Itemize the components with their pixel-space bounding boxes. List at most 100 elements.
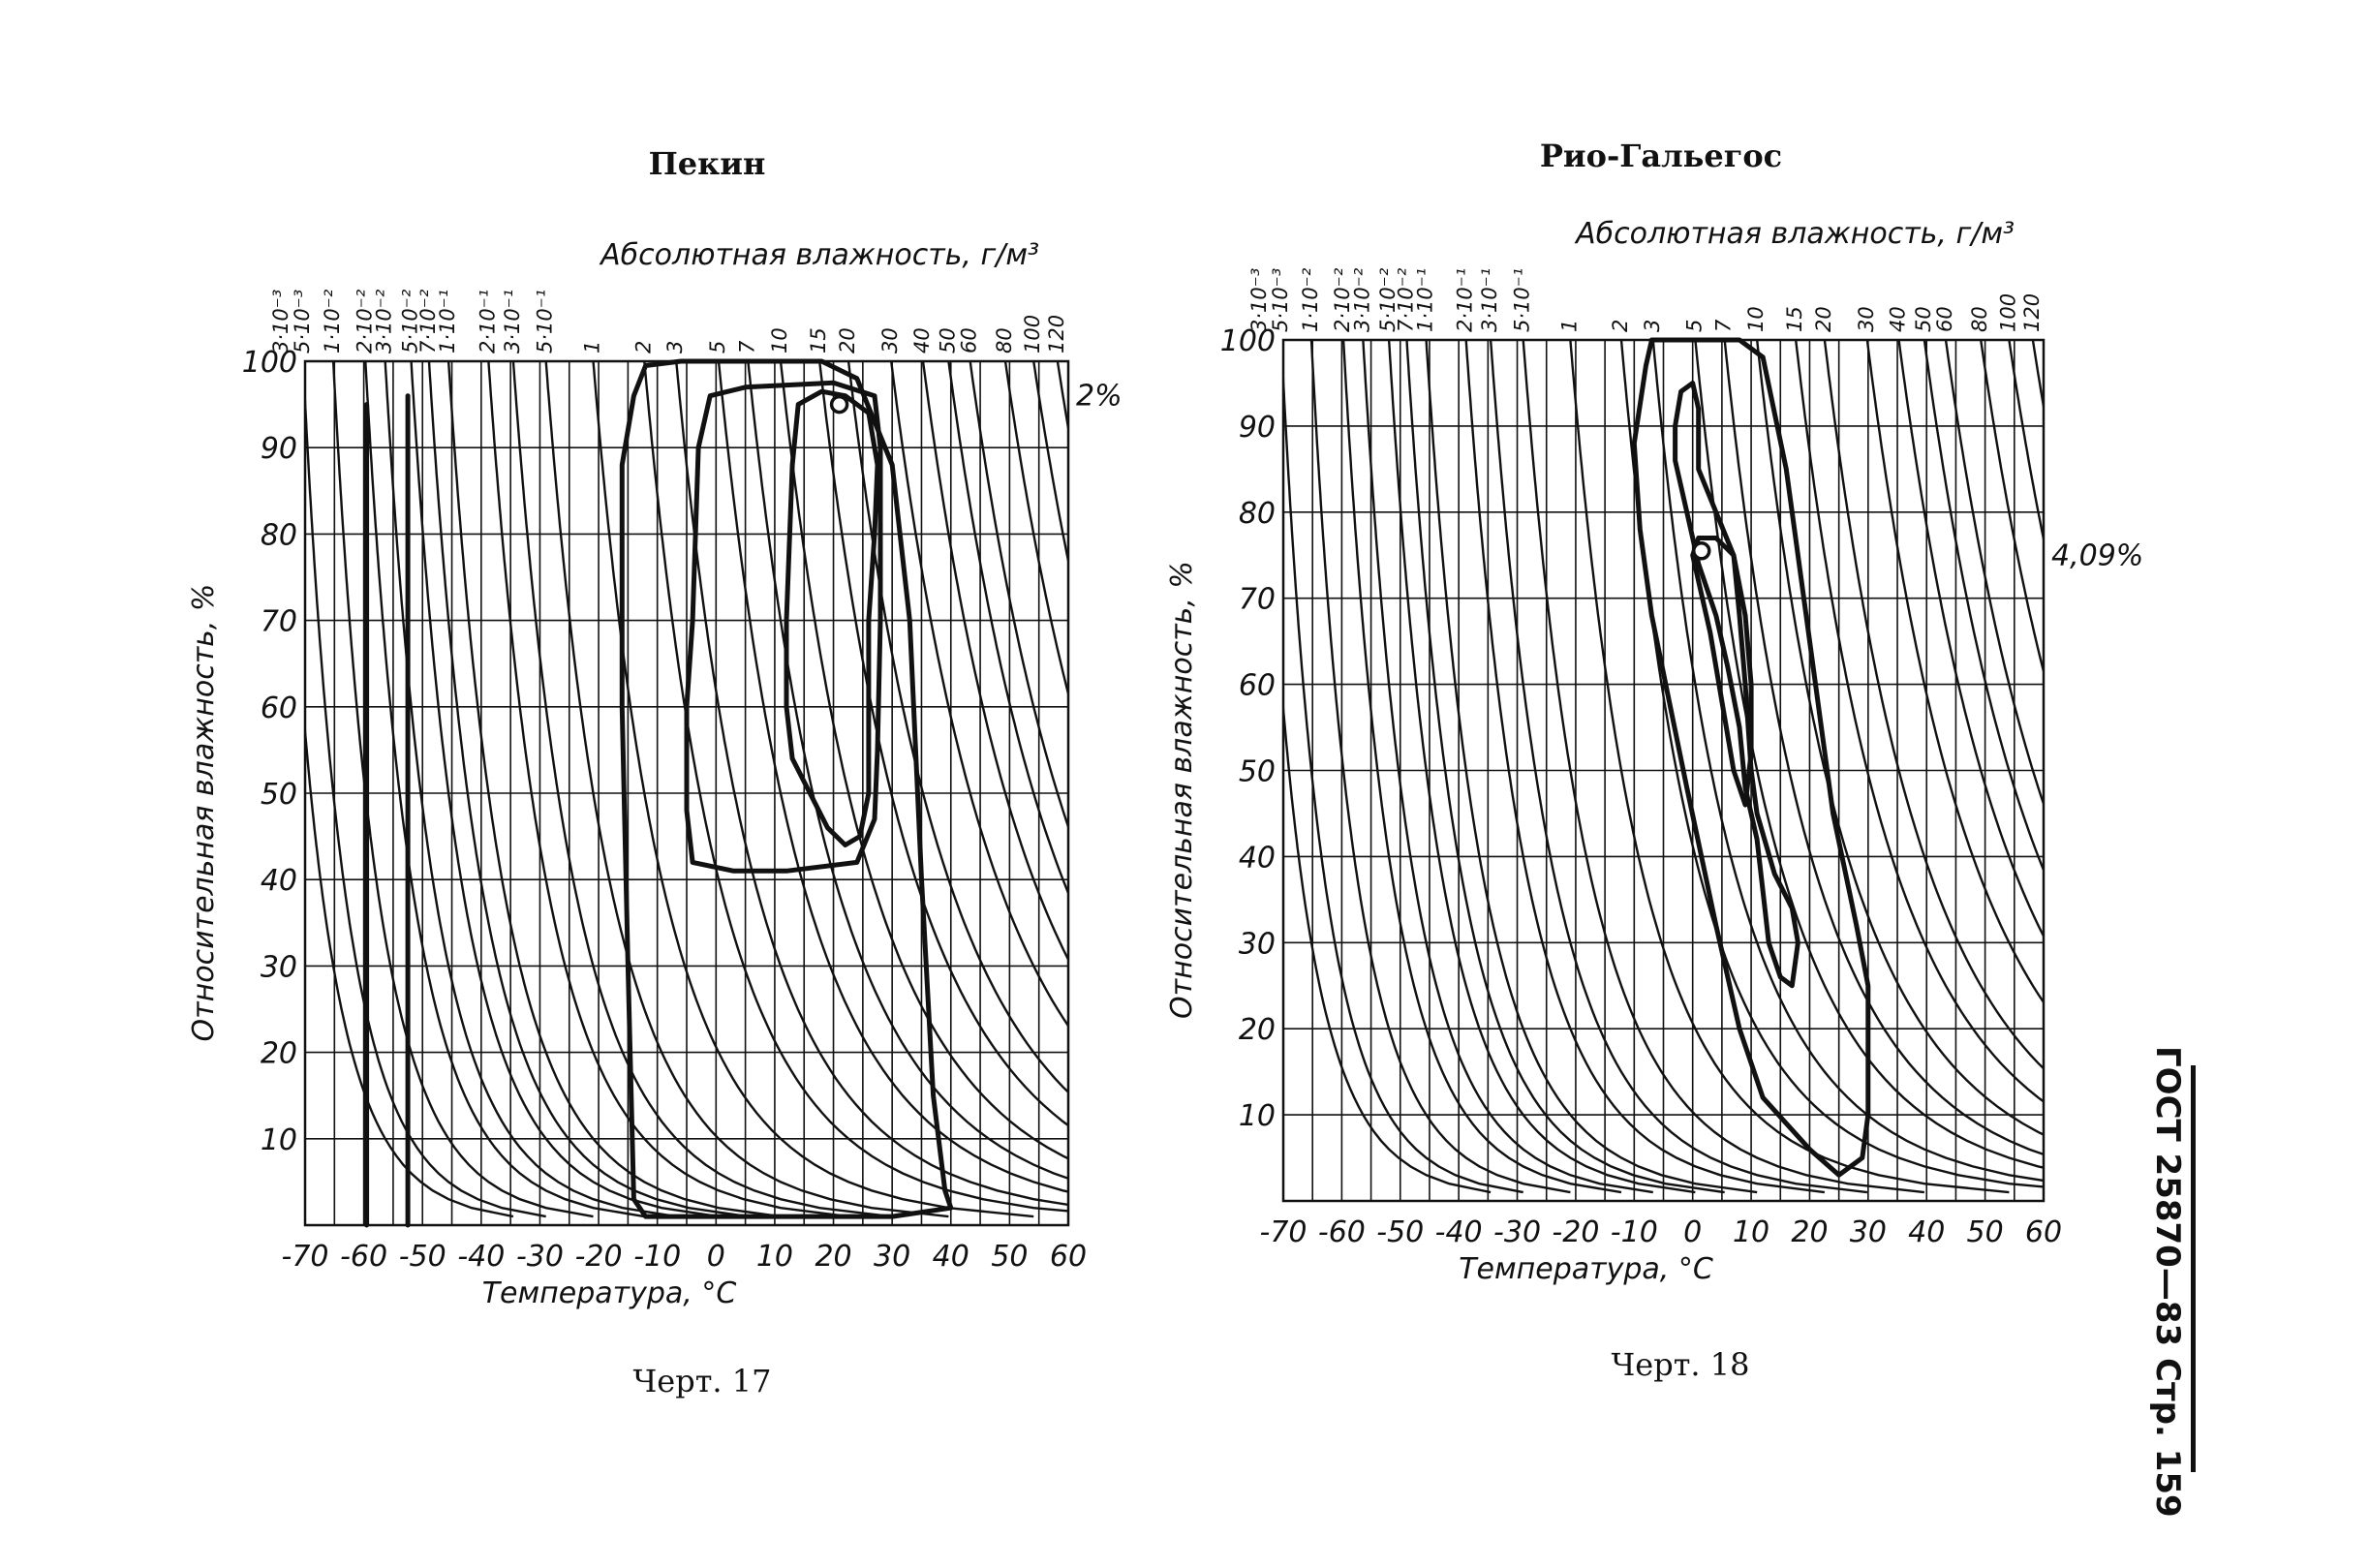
abs-humidity-label: 5·10⁻³: [291, 290, 314, 354]
x-tick-label: -20: [575, 1240, 623, 1274]
abs-humidity-curve: [1283, 694, 1492, 1194]
x-tick-label: 60: [2025, 1215, 2062, 1249]
y-tick-label: 60: [261, 692, 297, 725]
abs-humidity-curve: [384, 361, 677, 1218]
abs-humidity-label: 5: [1682, 320, 1706, 332]
abs-humidity-label: 20: [1812, 306, 1835, 332]
abs-humidity-label: 7: [735, 340, 758, 354]
x-tick-label: 50: [1967, 1215, 2004, 1249]
y-tick-label: 20: [261, 1037, 297, 1071]
x-tick-label: -40: [457, 1240, 505, 1274]
abs-humidity-curve: [1795, 340, 2044, 1103]
x-tick-label: 40: [933, 1240, 969, 1274]
y-axis-label: Относительная влажность, %: [1165, 561, 1199, 1019]
y-tick-label: 50: [1239, 755, 1276, 789]
x-tick-label: 20: [815, 1240, 851, 1274]
y-tick-label: 20: [1239, 1013, 1276, 1047]
abs-humidity-label: 60: [1933, 306, 1956, 332]
abs-humidity-curve: [1723, 340, 2044, 1156]
abs-humidity-curve: [1425, 340, 1758, 1194]
abs-humidity-curve: [2008, 340, 2044, 545]
x-tick-label: -30: [516, 1240, 564, 1274]
abs-humidity-label: 3·10⁻¹: [501, 290, 524, 354]
abs-humidity-curve: [1387, 340, 1696, 1194]
abs-humidity-label: 50: [936, 327, 959, 354]
abs-humidity-label: 60: [958, 327, 981, 354]
abs-humidity-label: 7·10⁻²: [1394, 267, 1417, 332]
annotation-label: 4,09%: [2051, 538, 2143, 572]
abs-humidity-curve: [1756, 340, 2044, 1136]
abs-humidity-curve: [1003, 361, 1068, 699]
abs-humidity-label: 2: [1609, 320, 1632, 332]
abs-humidity-curve: [846, 361, 1068, 1094]
abs-humidity-label: 120: [1045, 315, 1068, 354]
y-tick-label: 70: [1239, 583, 1276, 617]
x-tick-label: -10: [633, 1240, 681, 1274]
abs-humidity-curve: [890, 361, 1068, 1029]
x-tick-label: 30: [1850, 1215, 1887, 1249]
abs-humidity-curve: [592, 361, 1034, 1218]
abs-humidity-label: 40: [1887, 306, 1910, 332]
abs-humidity-curve: [427, 361, 749, 1218]
abs-humidity-label: 3: [1641, 320, 1664, 332]
x-tick-label: 20: [1791, 1215, 1828, 1249]
abs-humidity-curve: [947, 361, 1068, 897]
abs-humidity-curve: [1923, 340, 2044, 874]
envelope-curve: [684, 380, 883, 874]
x-tick-label: 50: [991, 1240, 1028, 1274]
envelope-curve: [1690, 536, 1754, 808]
abs-humidity-curve: [305, 717, 514, 1218]
abs-humidity-curve: [1309, 340, 1571, 1194]
x-tick-label: -10: [1611, 1215, 1658, 1249]
abs-humidity-curve: [1489, 340, 1868, 1194]
abs-humidity-label: 5: [706, 341, 729, 354]
abs-humidity-label: 10: [1744, 306, 1768, 332]
abs-humidity-label: 15: [807, 327, 830, 354]
abs-humidity-curve: [717, 361, 1068, 1193]
abs-humidity-curve: [747, 361, 1068, 1181]
y-tick-label: 90: [261, 432, 297, 466]
x-tick-label: 10: [756, 1240, 793, 1274]
abs-humidity-label: 2·10⁻¹: [1454, 268, 1477, 332]
abs-humidity-curve: [1283, 356, 1523, 1194]
abs-humidity-label: 2·10⁻¹: [476, 290, 499, 354]
abs-humidity-curve: [1897, 340, 2044, 939]
top-axis-label: Абсолютная влажность, г/м³: [1574, 217, 2015, 251]
abs-humidity-label: 5·10⁻³: [1269, 268, 1292, 332]
abs-humidity-label: 15: [1783, 306, 1806, 332]
abs-humidity-curve: [544, 361, 949, 1218]
abs-humidity-label: 80: [993, 327, 1016, 354]
abs-humidity-label: 40: [910, 327, 934, 354]
y-tick-label: 50: [261, 778, 297, 812]
chart-2: 3·10⁻³5·10⁻³ 1·10⁻² 2·10⁻²3·10⁻² 5·10⁻²7·10…: [1165, 217, 2143, 1286]
x-tick-label: -70: [1260, 1215, 1308, 1249]
envelope-curve: [1631, 337, 1871, 1178]
x-tick-label: -70: [282, 1240, 329, 1274]
abs-humidity-curve: [1464, 340, 1826, 1194]
y-tick-label: 80: [261, 518, 297, 552]
abs-humidity-curve: [969, 361, 1068, 831]
abs-humidity-label: 3·10⁻²: [1350, 267, 1373, 332]
y-tick-label: 10: [1239, 1099, 1276, 1133]
marker-circle: [1692, 541, 1711, 561]
abs-humidity-label: 1: [1557, 320, 1581, 332]
y-tick-label: 60: [1239, 669, 1276, 703]
abs-humidity-label: 5·10⁻²: [399, 289, 422, 354]
abs-humidity-label: 5·10⁻¹: [1511, 268, 1534, 332]
abs-humidity-label: 3·10⁻³: [1247, 268, 1271, 332]
y-tick-label: 90: [1239, 411, 1276, 445]
x-tick-label: -50: [399, 1240, 446, 1274]
x-axis-label: Температура, °C: [482, 1276, 737, 1310]
abs-humidity-label: 3·10⁻³: [269, 290, 292, 354]
abs-humidity-curve: [675, 361, 1068, 1207]
x-tick-label: -50: [1376, 1215, 1424, 1249]
abs-humidity-curve: [643, 361, 1068, 1213]
y-axis-label: Относительная влажность, %: [187, 584, 221, 1042]
abs-humidity-curve: [1980, 340, 2044, 676]
abs-humidity-label: 2: [631, 341, 655, 354]
abs-humidity-curve: [1569, 340, 2010, 1194]
abs-humidity-curves: [305, 361, 1068, 1218]
abs-humidity-label: 30: [1855, 306, 1878, 332]
x-tick-label: 0: [1683, 1215, 1702, 1249]
